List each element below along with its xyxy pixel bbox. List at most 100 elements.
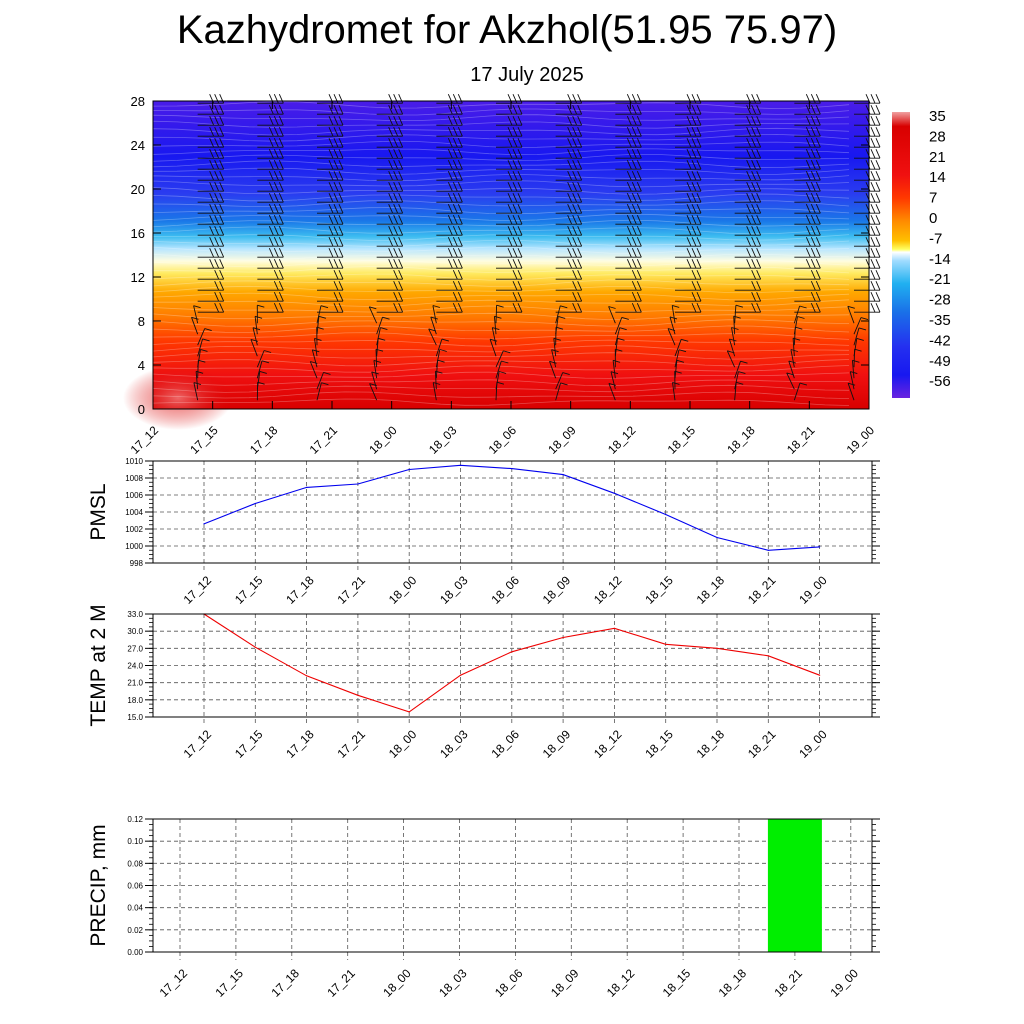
colorbar-label: 35	[929, 108, 946, 125]
wind-barb	[853, 317, 869, 335]
y-tick-label: 30.0	[127, 627, 143, 636]
wind-barb	[794, 182, 821, 192]
wind-barb	[847, 305, 855, 324]
wind-barb	[368, 306, 378, 324]
contour-line	[152, 148, 850, 156]
wind-barb	[555, 226, 583, 236]
wind-barb	[317, 171, 344, 181]
wind-barb	[316, 315, 327, 335]
contour-line	[152, 226, 850, 235]
wind-barb	[376, 127, 404, 137]
wind-barb	[256, 304, 265, 324]
series-point	[613, 627, 616, 629]
wind-barb	[254, 315, 263, 335]
wind-barb	[376, 160, 404, 170]
wind-barb	[615, 127, 642, 137]
wind-barb	[612, 359, 621, 379]
wind-barb	[675, 270, 702, 280]
wind-barb	[674, 359, 685, 379]
wind-barb	[257, 303, 284, 313]
y-tick-label: 1008	[125, 474, 143, 483]
x-tick-label: 17_12	[128, 423, 162, 457]
wind-barb	[675, 105, 702, 115]
wind-barb	[549, 360, 557, 379]
wind-barb	[496, 259, 523, 269]
wind-barb	[675, 182, 702, 192]
contour-line	[152, 384, 850, 393]
wind-barb	[675, 160, 702, 170]
wind-barb	[197, 193, 225, 203]
wind-barb	[614, 316, 629, 335]
colorbar-label: 28	[929, 128, 946, 145]
wind-barb	[555, 171, 583, 181]
wind-barb	[432, 382, 441, 401]
wind-barb	[197, 292, 225, 302]
wind-barb	[734, 204, 762, 214]
page-title: Kazhydromet for Akzhol(51.95 75.97)	[176, 8, 838, 52]
wind-barb	[197, 138, 225, 148]
wind-barb	[317, 138, 344, 148]
x-tick-label: 17_21	[307, 423, 341, 457]
contour-line	[152, 299, 850, 307]
wind-barb	[197, 248, 225, 258]
wind-barb	[376, 105, 404, 115]
wind-barb	[615, 160, 642, 170]
contour-line	[152, 398, 850, 406]
wind-barb	[436, 292, 463, 302]
wind-barb	[615, 303, 642, 313]
x-tick-label: 19_00	[796, 727, 830, 761]
wind-barb	[853, 327, 867, 346]
wind-barb	[675, 116, 702, 126]
x-tick-label: 17_15	[232, 727, 266, 761]
wind-barb	[257, 281, 284, 291]
wind-barb	[257, 270, 284, 280]
wind-barb	[794, 303, 821, 313]
wind-barb	[436, 149, 463, 159]
wind-barb	[854, 292, 881, 302]
x-tick-label: 18_00	[380, 966, 414, 1000]
series-point	[203, 523, 205, 525]
wind-barb	[376, 215, 404, 225]
wind-barb	[495, 350, 511, 368]
wind-barb	[371, 371, 379, 390]
wind-barb	[555, 382, 568, 401]
wind-barb	[317, 127, 344, 137]
wind-barb	[316, 382, 329, 401]
wind-barb	[794, 281, 821, 291]
wind-barb	[734, 304, 744, 324]
contour-line	[152, 292, 850, 301]
wind-barb	[794, 160, 821, 170]
wind-barb	[376, 237, 404, 247]
contour-line	[152, 193, 850, 202]
wind-barb	[675, 292, 702, 302]
wind-barb	[376, 226, 404, 236]
wind-barb	[257, 204, 284, 214]
contour-line	[152, 101, 850, 110]
wind-barb	[197, 160, 225, 170]
wind-barb	[496, 292, 523, 302]
x-tick-label: 18_09	[540, 727, 574, 761]
wind-barb	[496, 204, 523, 214]
contour-line	[152, 259, 850, 268]
wind-barb	[257, 292, 284, 302]
wind-barb	[376, 303, 404, 313]
wind-barb	[496, 105, 523, 115]
contour-lines	[152, 101, 850, 406]
wind-barb	[496, 237, 523, 247]
contour-line	[152, 339, 850, 347]
wind-barb	[428, 328, 437, 346]
wind-barb	[854, 303, 881, 313]
wind-barb	[436, 248, 463, 258]
x-tick-label: 18_09	[540, 573, 574, 607]
y-tick-label: 12	[131, 270, 145, 285]
series-point	[408, 468, 410, 471]
y-tick-label: 0.08	[127, 859, 143, 868]
wind-barb	[675, 237, 702, 247]
y-tick-label: 0.00	[127, 948, 143, 957]
wind-barb	[794, 226, 821, 236]
wind-barb	[317, 226, 344, 236]
wind-barb	[794, 138, 821, 148]
wind-barb	[257, 182, 284, 192]
contour-line	[152, 365, 850, 373]
wind-barb	[496, 215, 523, 225]
